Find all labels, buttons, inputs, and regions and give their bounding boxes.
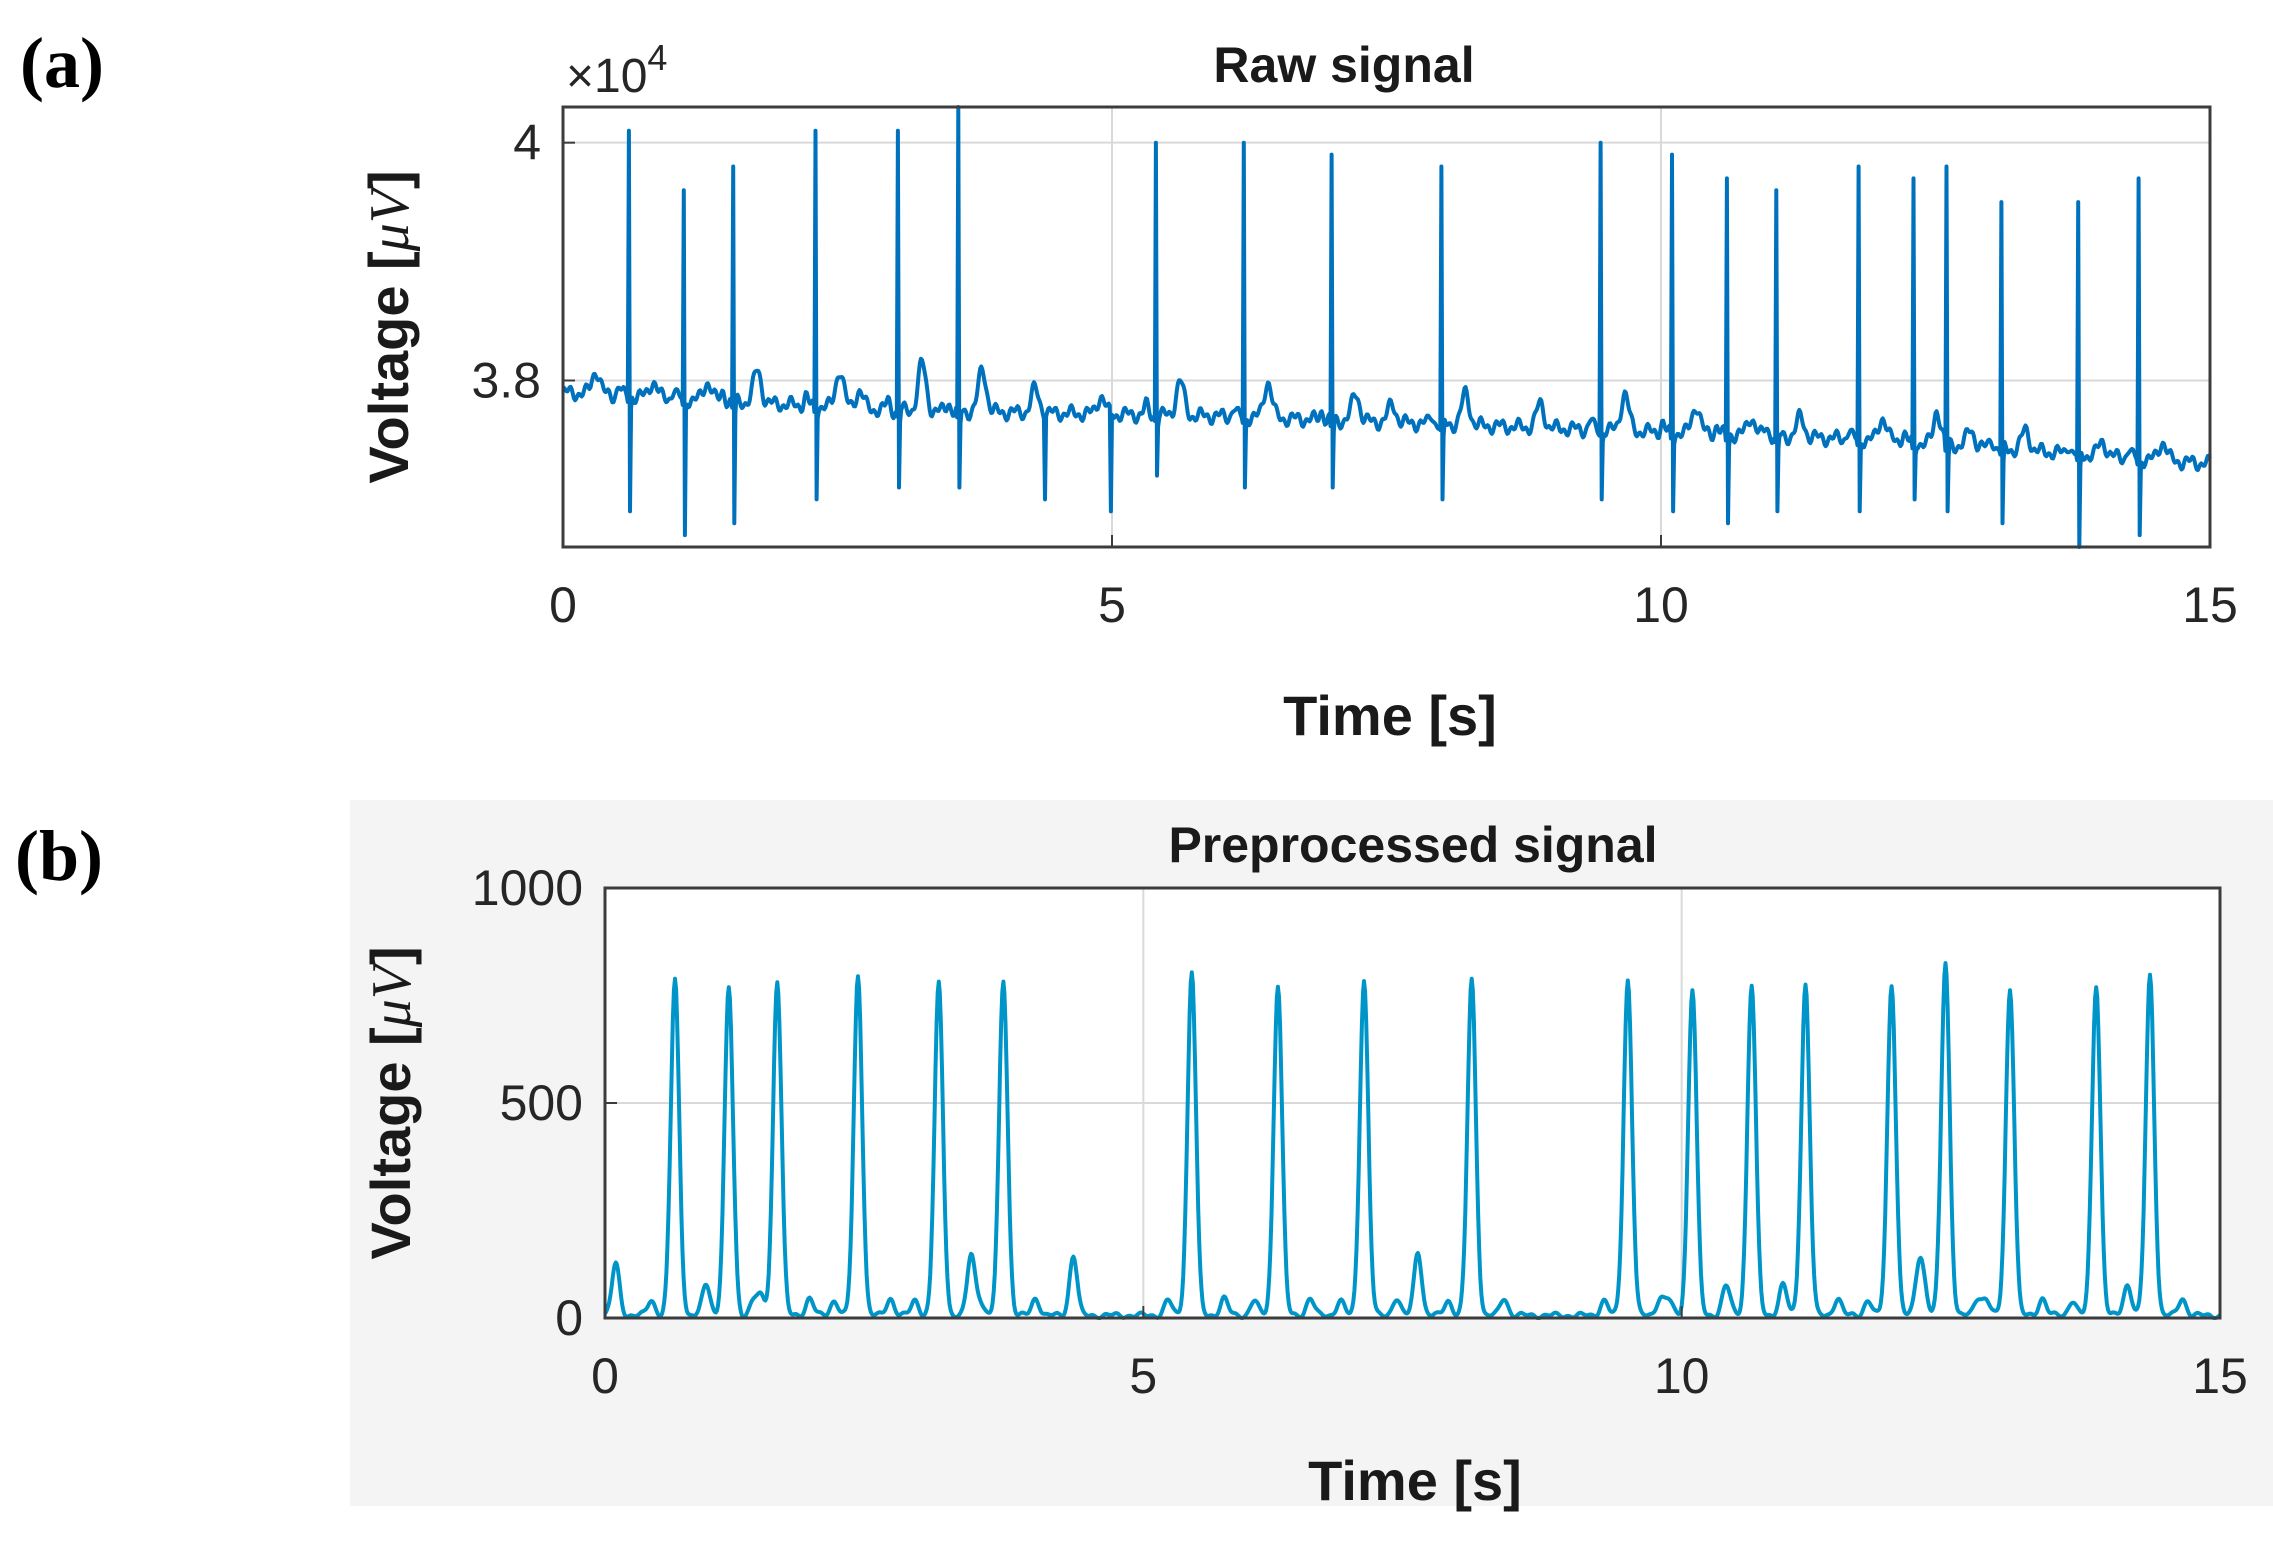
raw-multiplier: ×104 bbox=[566, 37, 667, 103]
pre-y-tick-label: 0 bbox=[555, 1290, 583, 1346]
raw-y-tick-label: 4 bbox=[513, 115, 541, 171]
raw-signal-chart: Raw signal ×104 3.84 0 5 10 15 Time [s] Vol… bbox=[357, 37, 2238, 747]
pre-y-tick-label: 1000 bbox=[472, 860, 583, 916]
raw-ylabel-unit: μV bbox=[359, 183, 421, 252]
pre-y-tick-label: 500 bbox=[500, 1075, 583, 1131]
pre-x-tick-label: 5 bbox=[1129, 1348, 1157, 1404]
preprocessed-chart-title: Preprocessed signal bbox=[1168, 817, 1657, 873]
raw-y-tick-label: 3.8 bbox=[471, 353, 541, 409]
pre-x-tick-label: 15 bbox=[2192, 1348, 2248, 1404]
preprocessed-ylabel-main: Voltage [ bbox=[359, 1027, 422, 1259]
preprocessed-x-ticks: 0 5 10 15 bbox=[591, 1306, 2248, 1404]
panel-label-b: (b) bbox=[15, 816, 103, 896]
raw-chart-title: Raw signal bbox=[1213, 37, 1474, 93]
raw-signal-line bbox=[561, 105, 2212, 549]
preprocessed-y-ticks: 0 500 1000 bbox=[472, 860, 617, 1346]
raw-x-tick-label: 5 bbox=[1098, 577, 1126, 633]
preprocessed-signal-chart: Preprocessed signal 0 500 1000 0 5 10 15 Time… bbox=[359, 817, 2248, 1512]
raw-y-ticks: 3.84 bbox=[471, 115, 575, 409]
preprocessed-signal-line bbox=[603, 961, 2222, 1320]
raw-ylabel-close: ] bbox=[357, 170, 420, 189]
raw-multiplier-base: ×10 bbox=[566, 50, 647, 103]
raw-ylabel-main: Voltage [ bbox=[357, 251, 420, 483]
preprocessed-ylabel-close: ] bbox=[359, 946, 422, 965]
raw-plot-border bbox=[561, 105, 2212, 549]
raw-plot-frame bbox=[561, 105, 2212, 549]
preprocessed-ylabel-unit: μV bbox=[361, 959, 423, 1028]
raw-multiplier-exp: 4 bbox=[647, 37, 667, 78]
preprocessed-y-axis-label: Voltage [μV] bbox=[359, 946, 423, 1259]
preprocessed-x-axis-label: Time [s] bbox=[1308, 1449, 1522, 1512]
raw-y-axis-label: Voltage [μV] bbox=[357, 170, 421, 483]
raw-x-tick-label: 0 bbox=[549, 577, 577, 633]
raw-x-axis-label: Time [s] bbox=[1283, 684, 1497, 747]
raw-x-tick-label: 15 bbox=[2182, 577, 2238, 633]
raw-x-tick-label: 10 bbox=[1633, 577, 1689, 633]
raw-x-ticks: 0 5 10 15 bbox=[549, 535, 2238, 633]
pre-x-tick-label: 10 bbox=[1654, 1348, 1710, 1404]
pre-x-tick-label: 0 bbox=[591, 1348, 619, 1404]
panel-label-a: (a) bbox=[20, 23, 104, 103]
